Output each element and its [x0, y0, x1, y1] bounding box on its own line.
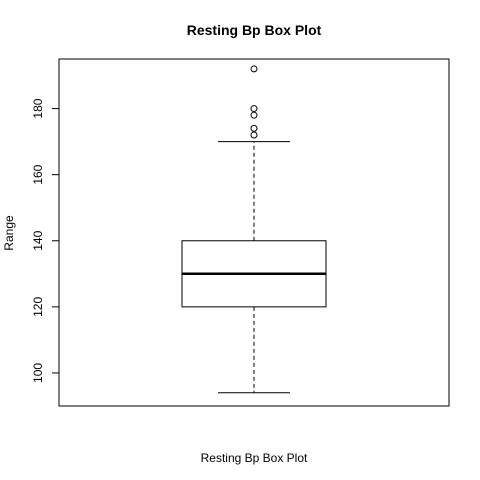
y-axis-label: Range	[2, 215, 16, 251]
y-tick-label: 140	[31, 230, 45, 250]
y-axis: 100 120 140 160 180	[31, 98, 60, 383]
outlier-point	[250, 65, 258, 73]
chart-title: Resting Bp Box Plot	[187, 22, 322, 38]
outlier-point	[250, 131, 258, 139]
y-tick-label: 120	[31, 297, 45, 317]
outlier-point	[250, 105, 258, 113]
outlier-point	[250, 124, 258, 132]
y-tick-label: 160	[31, 164, 45, 184]
plot-marks	[181, 65, 327, 394]
y-tick-label: 100	[31, 363, 45, 383]
x-axis-label: Resting Bp Box Plot	[201, 451, 308, 465]
outlier-point	[250, 111, 258, 119]
y-tick-label: 180	[31, 98, 45, 118]
